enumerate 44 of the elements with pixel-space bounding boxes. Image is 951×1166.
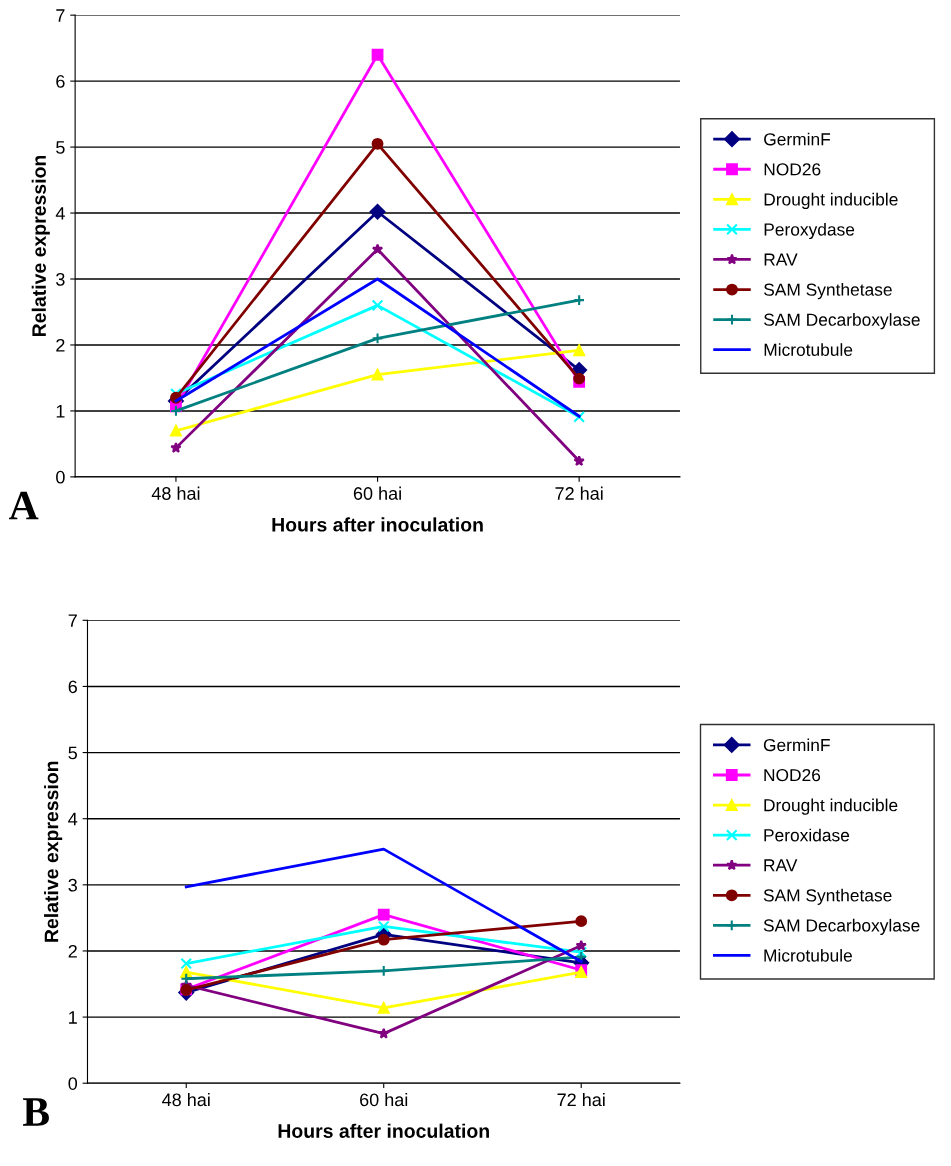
legend-label: Peroxydase bbox=[764, 222, 855, 240]
y-tick-label: 3 bbox=[56, 272, 65, 286]
y-tick-label: 0 bbox=[68, 1077, 78, 1090]
y-tick-label: 0 bbox=[56, 470, 65, 484]
legend-label: NOD26 bbox=[764, 768, 821, 782]
legend-label: SAM Decarboxylase bbox=[764, 313, 920, 330]
y-tick-label: 7 bbox=[56, 9, 65, 22]
y-axis-title: Relative expression bbox=[31, 155, 50, 337]
y-tick-label: 1 bbox=[69, 1011, 77, 1024]
x-axis-title: Hours after inoculation bbox=[278, 1123, 489, 1138]
y-tick-label: 1 bbox=[56, 405, 65, 418]
legend-label: GerminF bbox=[764, 132, 831, 146]
legend-label: RAV bbox=[764, 253, 798, 266]
y-tick-label: 5 bbox=[68, 746, 78, 760]
legend-label: SAM Decarboxylase bbox=[763, 918, 920, 936]
legend-label: Peroxidase bbox=[764, 828, 850, 842]
text: B bbox=[23, 1098, 49, 1126]
legend-label: Drought inducible bbox=[764, 798, 898, 815]
legend-label: SAM Synthetase bbox=[763, 888, 892, 905]
y-tick-label: 2 bbox=[68, 944, 77, 958]
y-axis-title: Relative expression bbox=[44, 761, 63, 942]
x-tick-label: 48 hai bbox=[151, 486, 200, 500]
legend-label: GerminF bbox=[763, 738, 830, 752]
x-tick-label: 60 hai bbox=[353, 486, 401, 500]
y-tick-label: 2 bbox=[56, 338, 65, 352]
x-axis-title: Hours after inoculation bbox=[272, 517, 483, 532]
x-tick-label: 60 hai bbox=[360, 1092, 408, 1107]
y-tick-label: 4 bbox=[55, 207, 65, 220]
legend-label: SAM Synthetase bbox=[764, 283, 892, 300]
legend-label: Microtubule bbox=[764, 343, 853, 356]
y-tick-label: 3 bbox=[68, 878, 77, 892]
y-tick-label: 4 bbox=[68, 812, 78, 826]
text: A bbox=[9, 491, 39, 520]
y-tick-label: 5 bbox=[56, 141, 65, 154]
y-tick-label: 6 bbox=[56, 75, 65, 88]
x-tick-label: 48 hai bbox=[162, 1092, 210, 1107]
y-tick-label: 7 bbox=[68, 614, 77, 627]
legend-label: NOD26 bbox=[764, 163, 821, 176]
x-tick-label: 72 hai bbox=[555, 486, 603, 500]
legend-label: Microtubule bbox=[764, 948, 852, 962]
x-tick-label: 72 hai bbox=[557, 1092, 605, 1107]
legend-label: RAV bbox=[764, 859, 798, 872]
y-tick-label: 6 bbox=[68, 680, 77, 694]
legend-label: Drought inducible bbox=[764, 192, 898, 210]
